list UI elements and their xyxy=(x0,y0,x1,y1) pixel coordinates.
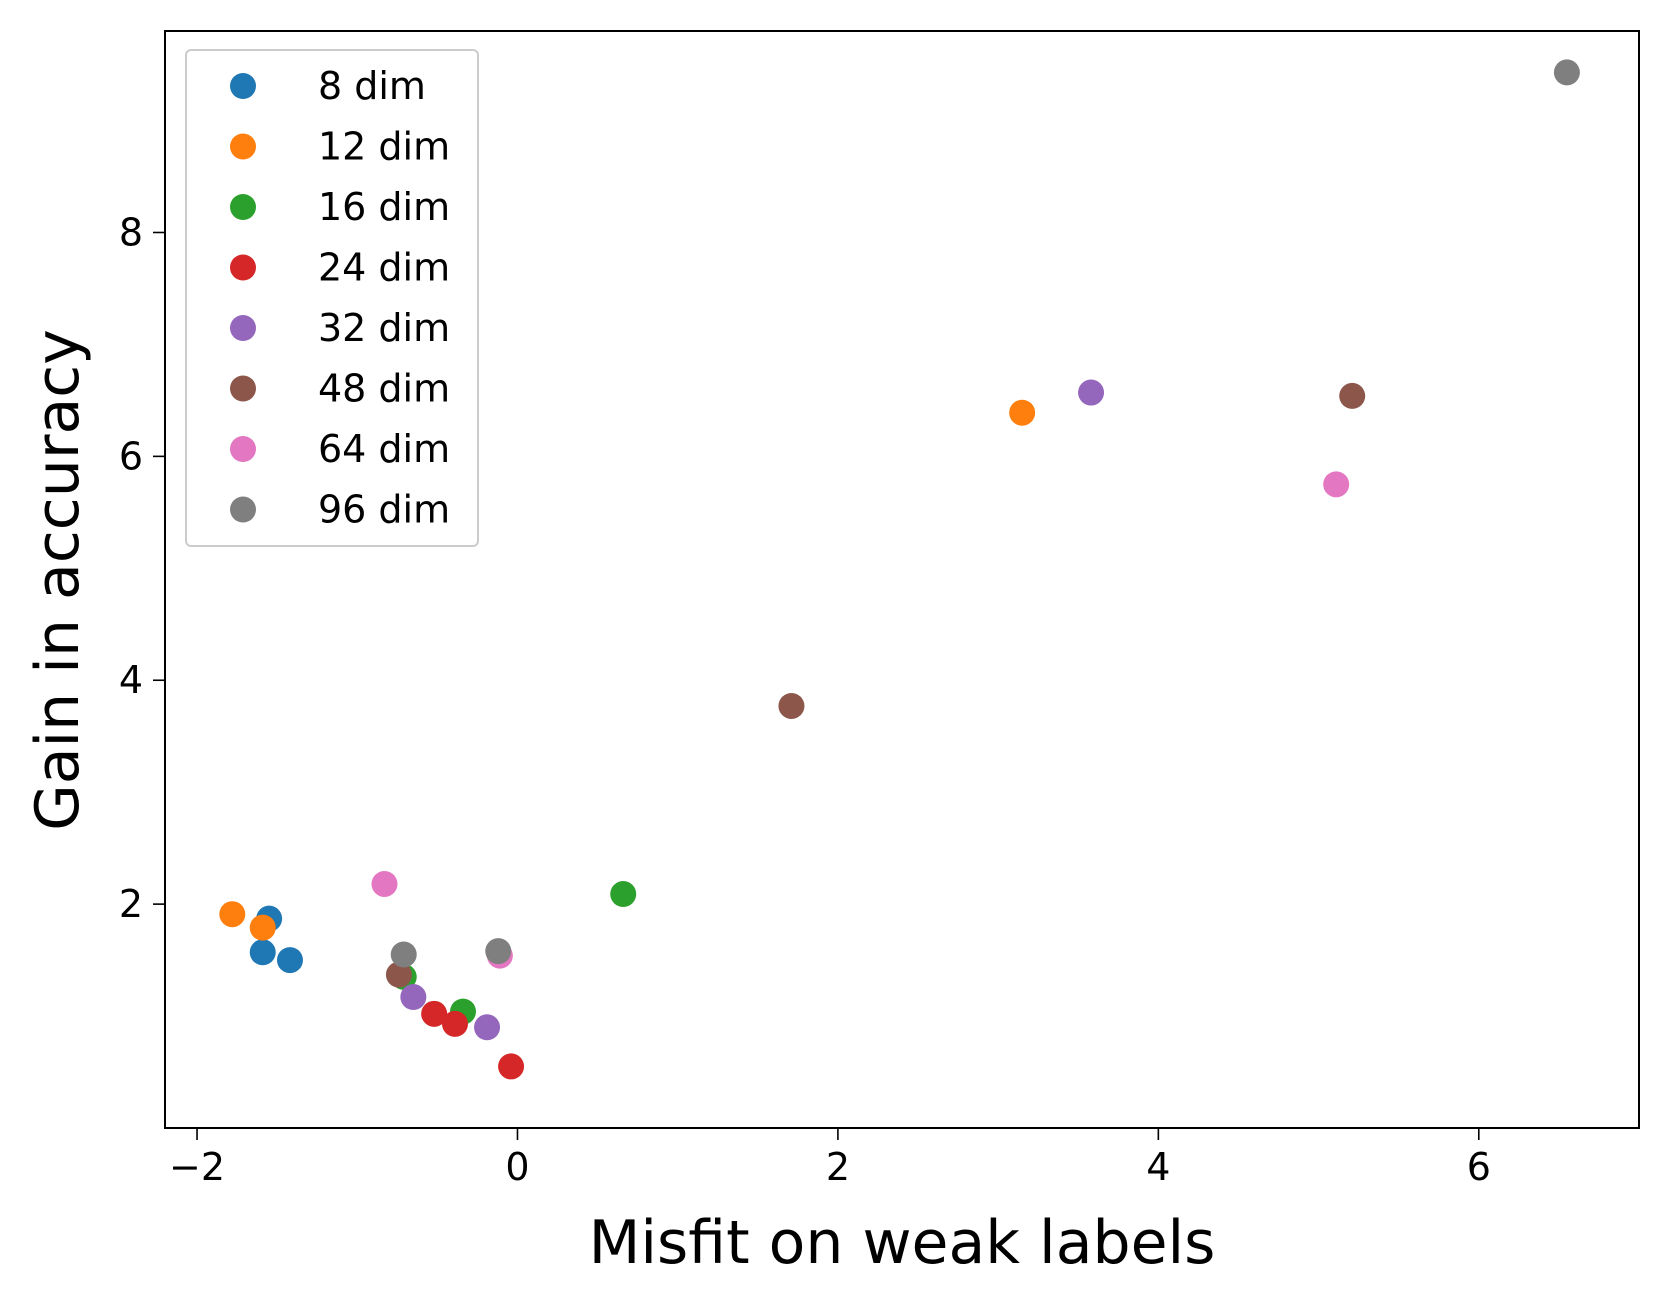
point-32-dim xyxy=(474,1014,501,1041)
y-tick-label: 4 xyxy=(119,658,143,702)
legend-label-48-dim: 48 dim xyxy=(318,367,450,411)
legend-entries: 8 dim 12 dim 16 dim 24 dim 32 dim 48 dim 64 di… xyxy=(230,64,450,532)
point-64-dim xyxy=(371,870,398,897)
point-12-dim xyxy=(1009,399,1036,426)
point-16-dim xyxy=(610,881,637,908)
x-axis-ticks: −2 0 2 4 6 xyxy=(169,1128,1491,1189)
point-48-dim xyxy=(1339,382,1366,409)
legend-label-64-dim: 64 dim xyxy=(318,427,450,471)
y-tick-label: 8 xyxy=(119,210,143,254)
point-96-dim xyxy=(390,941,417,968)
legend-marker-64-dim xyxy=(230,436,256,462)
y-tick-label: 2 xyxy=(119,882,143,926)
legend-label-96-dim: 96 dim xyxy=(318,488,450,532)
point-48-dim xyxy=(385,961,412,988)
x-tick-label: 0 xyxy=(505,1145,529,1189)
legend: 8 dim 12 dim 16 dim 24 dim 32 dim 48 dim 64 di… xyxy=(185,49,479,547)
legend-marker-32-dim xyxy=(230,315,256,341)
legend-marker-48-dim xyxy=(230,375,256,402)
point-32-dim xyxy=(1078,379,1105,406)
legend-marker-16-dim xyxy=(230,194,256,220)
plot-frame xyxy=(164,30,1640,1129)
legend-marker-96-dim xyxy=(230,496,256,523)
y-tick-label: 6 xyxy=(119,434,143,478)
y-axis-label: Gain in accuracy xyxy=(23,329,93,831)
point-96-dim xyxy=(485,938,512,965)
legend-label-8-dim: 8 dim xyxy=(318,64,426,108)
legend-marker-24-dim xyxy=(230,254,256,281)
legend-box xyxy=(185,49,479,547)
point-24-dim xyxy=(498,1053,525,1080)
legend-label-12-dim: 12 dim xyxy=(318,125,450,169)
point-96-dim xyxy=(1553,59,1580,86)
legend-marker-12-dim xyxy=(230,133,256,160)
legend-label-16-dim: 16 dim xyxy=(318,185,450,229)
point-64-dim xyxy=(1323,471,1350,498)
y-axis-ticks: 2 4 6 8 xyxy=(119,210,165,926)
x-tick-label: 2 xyxy=(826,1145,850,1189)
point-8-dim xyxy=(276,947,303,974)
x-tick-label: 6 xyxy=(1467,1145,1491,1189)
point-24-dim xyxy=(441,1010,468,1037)
point-32-dim xyxy=(400,984,427,1011)
data-points-layer xyxy=(219,59,1580,1080)
point-12-dim xyxy=(249,914,276,941)
x-axis-label: Misfit on weak labels xyxy=(589,1208,1216,1278)
point-24-dim xyxy=(421,1000,448,1027)
x-tick-label: −2 xyxy=(169,1145,225,1189)
point-48-dim xyxy=(778,692,805,719)
legend-label-24-dim: 24 dim xyxy=(318,246,450,290)
legend-label-32-dim: 32 dim xyxy=(318,306,450,350)
point-8-dim xyxy=(249,939,276,966)
legend-marker-8-dim xyxy=(230,73,256,99)
point-12-dim xyxy=(219,901,246,928)
x-tick-label: 4 xyxy=(1146,1145,1170,1189)
